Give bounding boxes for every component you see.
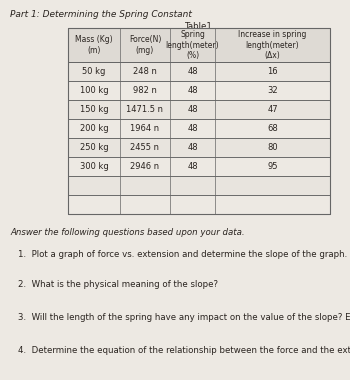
Text: 1471.5 n: 1471.5 n xyxy=(126,105,163,114)
Bar xyxy=(68,176,330,195)
Text: 48: 48 xyxy=(187,67,198,76)
Text: 1.  Plot a graph of force vs. extension and determine the slope of the graph.: 1. Plot a graph of force vs. extension a… xyxy=(18,250,347,259)
Text: Spring
length(meter)
(%): Spring length(meter) (%) xyxy=(166,30,219,60)
Text: Mass (Kg)
(m): Mass (Kg) (m) xyxy=(75,35,113,55)
Text: Part 1: Determining the Spring Constant: Part 1: Determining the Spring Constant xyxy=(10,10,192,19)
Text: 48: 48 xyxy=(187,86,198,95)
Text: 4.  Determine the equation of the relationship between the force and the extensi: 4. Determine the equation of the relatio… xyxy=(18,346,350,355)
Bar xyxy=(68,81,330,100)
Text: 47: 47 xyxy=(267,105,278,114)
Bar xyxy=(68,100,330,119)
Text: 248 n: 248 n xyxy=(133,67,157,76)
Text: 100 kg: 100 kg xyxy=(80,86,108,95)
Text: 3.  Will the length of the spring have any impact on the value of the slope? Exp: 3. Will the length of the spring have an… xyxy=(18,313,350,322)
Text: Table1: Table1 xyxy=(185,22,213,31)
Text: 300 kg: 300 kg xyxy=(80,162,108,171)
Text: 982 n: 982 n xyxy=(133,86,157,95)
Bar xyxy=(68,28,330,62)
Text: Answer the following questions based upon your data.: Answer the following questions based upo… xyxy=(10,228,245,237)
Text: 95: 95 xyxy=(267,162,278,171)
Bar xyxy=(68,157,330,176)
Bar xyxy=(68,28,330,214)
Text: 48: 48 xyxy=(187,105,198,114)
Text: 50 kg: 50 kg xyxy=(82,67,106,76)
Text: 32: 32 xyxy=(267,86,278,95)
Text: 250 kg: 250 kg xyxy=(80,143,108,152)
Text: 150 kg: 150 kg xyxy=(80,105,108,114)
Text: 200 kg: 200 kg xyxy=(80,124,108,133)
Text: 2946 n: 2946 n xyxy=(131,162,160,171)
Text: 48: 48 xyxy=(187,124,198,133)
Text: 68: 68 xyxy=(267,124,278,133)
Bar xyxy=(68,62,330,81)
Text: 1964 n: 1964 n xyxy=(131,124,160,133)
Bar xyxy=(68,195,330,214)
Text: 2455 n: 2455 n xyxy=(131,143,160,152)
Text: 48: 48 xyxy=(187,143,198,152)
Text: 2.  What is the physical meaning of the slope?: 2. What is the physical meaning of the s… xyxy=(18,280,218,289)
Text: 16: 16 xyxy=(267,67,278,76)
Text: 80: 80 xyxy=(267,143,278,152)
Bar xyxy=(68,119,330,138)
Text: 48: 48 xyxy=(187,162,198,171)
Text: Force(N)
(mg): Force(N) (mg) xyxy=(129,35,161,55)
Text: Increase in spring
length(meter)
(Δx): Increase in spring length(meter) (Δx) xyxy=(238,30,307,60)
Bar xyxy=(68,138,330,157)
